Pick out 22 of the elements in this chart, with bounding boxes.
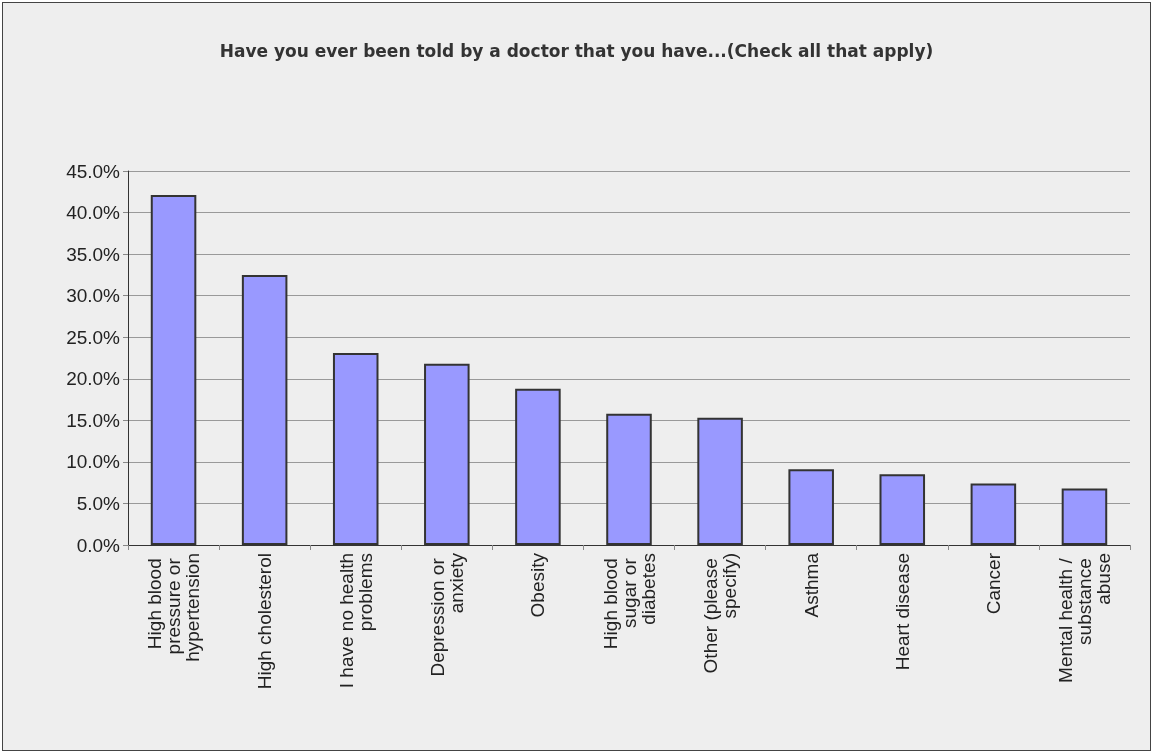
chart-title: Have you ever been told by a doctor that you have...(Check all that apply) (219, 40, 934, 61)
x-tick-label: Depression or anxiety (426, 552, 467, 677)
x-tick-label: Mental health / substance abuse (1054, 553, 1114, 683)
x-tick-label: High blood pressure or hypertension (144, 553, 204, 662)
y-tick-label: 25.0% (66, 326, 121, 348)
y-tick-label: 45.0% (66, 160, 121, 182)
x-tick-label: High cholesterol (254, 553, 276, 690)
y-tick-label: 10.0% (66, 451, 121, 473)
x-tick-label: Heart disease (891, 553, 913, 671)
x-tick-label: Cancer (982, 552, 1004, 615)
y-tick-label: 0.0% (76, 534, 121, 556)
x-tick-label: Asthma (800, 552, 822, 618)
y-tick-label: 15.0% (66, 409, 121, 431)
x-tick-label: Obesity (527, 552, 549, 618)
y-tick-label: 5.0% (76, 492, 121, 514)
y-tick-label: 30.0% (66, 285, 121, 307)
x-tick-label: High blood sugar or diabetes (599, 553, 659, 650)
y-tick-label: 40.0% (66, 202, 121, 224)
x-tick-label: I have no health problems (335, 553, 376, 689)
y-tick-label: 35.0% (66, 243, 121, 265)
x-tick-label: Other (please specify) (700, 553, 741, 674)
y-tick-label: 20.0% (66, 368, 121, 390)
